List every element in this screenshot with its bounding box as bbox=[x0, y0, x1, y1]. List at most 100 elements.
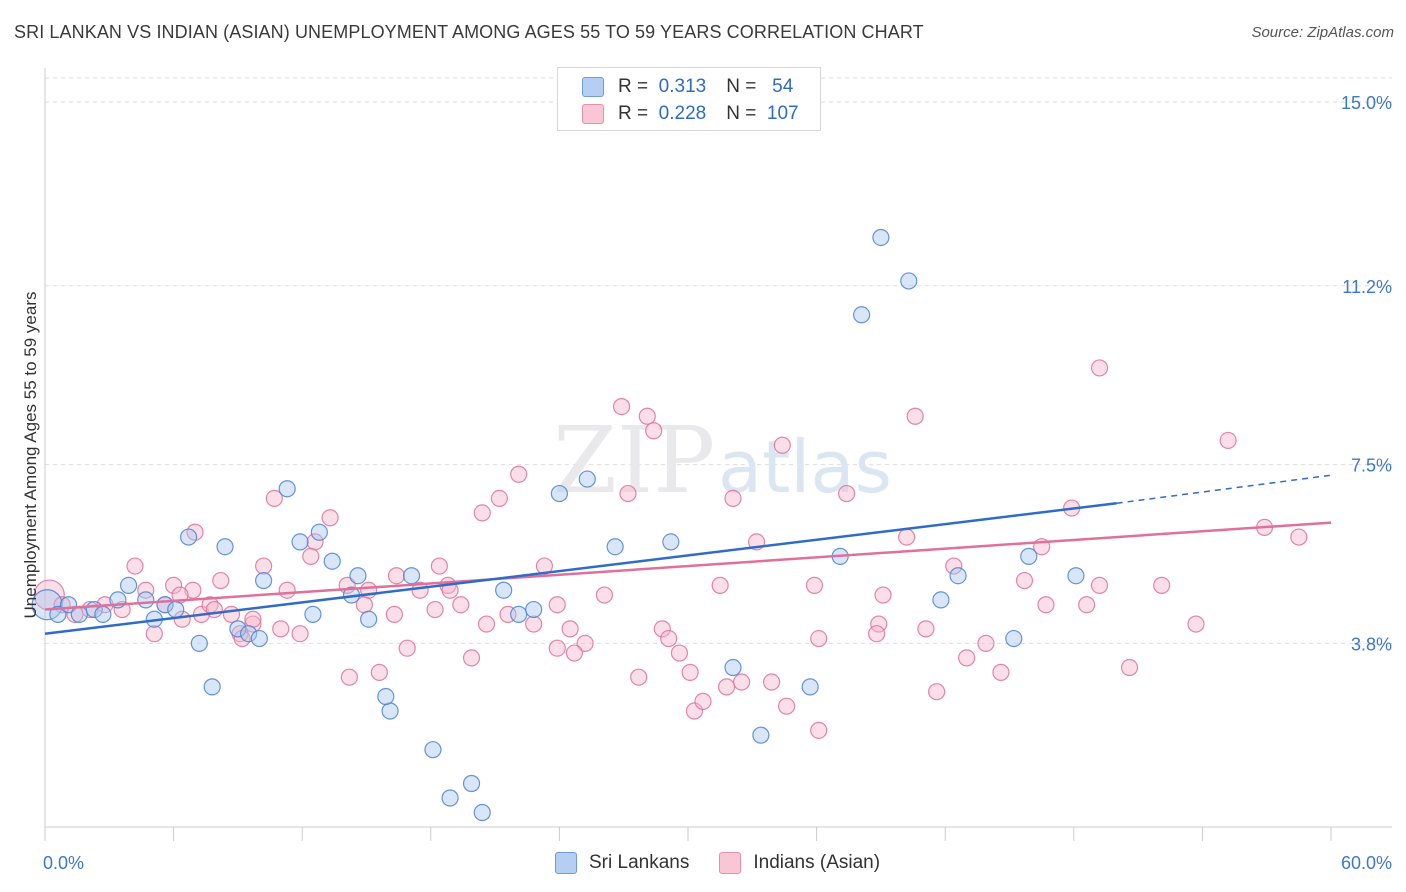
indians-asian-point bbox=[1015, 571, 1034, 590]
trend-lines bbox=[44, 474, 1332, 635]
indians-asian-point bbox=[561, 620, 579, 638]
indians-asian-point bbox=[430, 557, 448, 575]
sri-lankans-point bbox=[304, 605, 322, 623]
indians-asian-point bbox=[462, 649, 481, 667]
r-value: 0.228 bbox=[658, 103, 707, 124]
sri-lankans-point bbox=[1005, 629, 1023, 648]
series-legend: Sri Lankans Indians (Asian) bbox=[555, 852, 910, 874]
indians-asian-point bbox=[685, 702, 704, 720]
sri-lankans-point bbox=[240, 625, 258, 643]
sri-lankans-point bbox=[180, 528, 198, 546]
y-tick-label: 15.0% bbox=[1341, 93, 1392, 113]
indians-asian-point bbox=[165, 576, 183, 594]
x-tick-label-max: 60.0% bbox=[1341, 853, 1392, 873]
tick-labels: 3.8% 7.5% 11.2% 15.0% 0.0% 60.0% bbox=[43, 93, 1392, 873]
indians-asian-point bbox=[810, 721, 828, 739]
sri-lankans-point bbox=[606, 538, 624, 556]
sri-lankans-point bbox=[381, 702, 399, 720]
indians-asian-point bbox=[694, 692, 712, 710]
r-value: 0.313 bbox=[658, 76, 707, 97]
indians-asian-point bbox=[1090, 359, 1109, 377]
indians-asian-point bbox=[1187, 615, 1205, 633]
sri-lankans-point bbox=[119, 576, 138, 594]
indians-asian-point bbox=[548, 596, 566, 614]
indians-asian-point bbox=[490, 489, 508, 508]
indians-asian-legend-swatch bbox=[719, 852, 742, 874]
watermark-zip: ZIP bbox=[553, 407, 715, 514]
indians-asian-point bbox=[777, 697, 796, 715]
indians-asian-point bbox=[681, 663, 699, 681]
sri-lankans-point bbox=[495, 581, 513, 599]
indians-asian-point bbox=[1090, 576, 1109, 594]
indians-asian-point bbox=[126, 557, 144, 575]
indians-asian-point bbox=[958, 649, 976, 667]
indians-asian-trend-line bbox=[44, 521, 1332, 611]
sri-lankans-point bbox=[360, 610, 378, 628]
sri-lankans-point bbox=[137, 591, 155, 609]
indians-asian-point bbox=[773, 436, 791, 454]
legend-label-sri-lankans: Sri Lankans bbox=[589, 852, 690, 873]
legend-item-indians-asian[interactable]: Indians (Asian) bbox=[719, 852, 880, 874]
sri-lankans-point bbox=[949, 567, 967, 585]
sri-lankans-point bbox=[510, 605, 528, 623]
sri-lankans-point bbox=[229, 620, 247, 638]
indians-asian-point bbox=[205, 600, 223, 619]
sri-lankans-point bbox=[853, 306, 871, 324]
sri-lankans-point bbox=[31, 589, 63, 621]
sri-lankans-trend-extension bbox=[1116, 474, 1332, 504]
indians-asian-point bbox=[977, 634, 995, 652]
sri-lankans-point bbox=[550, 484, 569, 503]
indians-asian-point bbox=[805, 576, 824, 594]
stats-legend: R = 0.313 N = 54 R = 0.228 N = 107 bbox=[557, 67, 821, 131]
indians-asian-point bbox=[426, 600, 444, 619]
indians-asian-point bbox=[838, 484, 856, 503]
indians-asian-point bbox=[653, 620, 671, 638]
indians-asian-point bbox=[302, 547, 320, 565]
sri-lankans-point bbox=[801, 678, 819, 696]
sri-lankans-point bbox=[291, 533, 309, 551]
indians-asian-point bbox=[917, 620, 935, 638]
indians-asian-point bbox=[265, 489, 283, 508]
sri-lankans-point bbox=[424, 741, 442, 759]
sri-lankans-point bbox=[724, 658, 742, 677]
indians-asian-point bbox=[992, 663, 1010, 681]
indians-asian-point bbox=[898, 528, 916, 546]
stats-legend-row-sri-lankans: R = 0.313 N = 54 bbox=[582, 75, 793, 99]
indians-asian-point bbox=[1219, 431, 1237, 450]
indians-asian-point bbox=[619, 484, 637, 503]
indians-asian-point bbox=[670, 644, 689, 662]
indians-asian-point bbox=[321, 509, 339, 527]
indians-asian-point bbox=[762, 673, 781, 691]
indians-asian-point bbox=[370, 663, 388, 681]
indians-asian-point bbox=[212, 571, 230, 590]
sri-lankans-point bbox=[441, 789, 459, 807]
sri-lankans-point bbox=[94, 605, 112, 623]
series-indians-asian-points bbox=[33, 359, 1308, 739]
indians-asian-point bbox=[874, 586, 892, 604]
indians-asian-point bbox=[945, 557, 963, 575]
sri-lankans-swatch bbox=[582, 77, 604, 97]
sri-lankans-point bbox=[167, 600, 185, 619]
sri-lankans-point bbox=[900, 272, 918, 290]
chart-source: Source: ZipAtlas.com bbox=[1251, 24, 1394, 41]
chart-title: SRI LANKAN VS INDIAN (ASIAN) UNEMPLOYMEN… bbox=[14, 22, 924, 42]
indians-asian-point bbox=[595, 586, 614, 604]
sri-lankans-point bbox=[578, 470, 596, 488]
sri-lankans-point bbox=[1020, 547, 1038, 565]
indians-asian-point bbox=[810, 629, 828, 648]
indians-asian-point bbox=[711, 576, 729, 594]
indians-asian-point bbox=[1290, 528, 1308, 546]
sri-lankans-point bbox=[525, 600, 543, 619]
y-tick-label: 3.8% bbox=[1351, 634, 1392, 654]
grid-layer bbox=[45, 77, 1392, 644]
sri-lankans-point bbox=[216, 538, 234, 556]
indians-asian-point bbox=[565, 644, 584, 662]
indians-asian-point bbox=[1120, 658, 1139, 677]
indians-asian-point bbox=[732, 673, 751, 691]
legend-item-sri-lankans[interactable]: Sri Lankans bbox=[555, 852, 689, 874]
sri-lankans-point bbox=[190, 634, 208, 652]
sri-lankans-point bbox=[349, 567, 367, 585]
indians-asian-point bbox=[1153, 576, 1171, 594]
sri-lankans-point bbox=[377, 687, 395, 706]
